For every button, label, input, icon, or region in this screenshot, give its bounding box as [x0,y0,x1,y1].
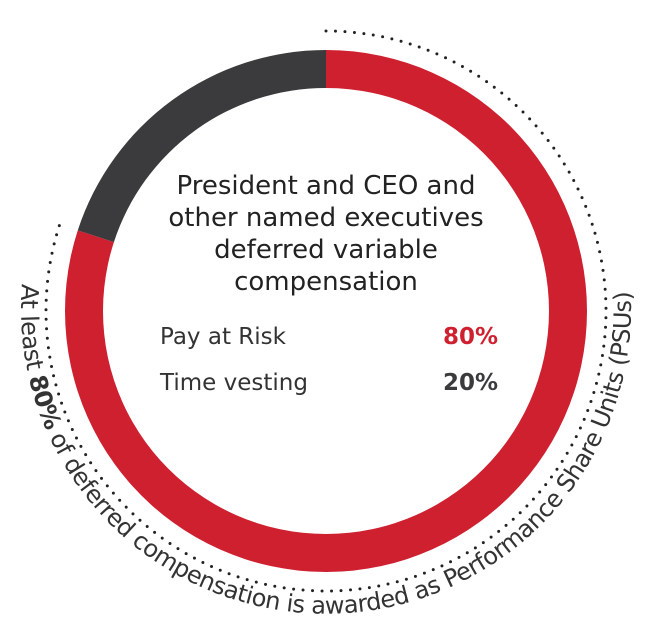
dotted-arc [44,29,608,593]
donut-segment [77,50,326,243]
value-label: 80% [442,324,498,350]
legend-label: Time vesting [160,370,308,396]
value-label: 20% [442,370,498,396]
legend-label: Pay at Risk [160,324,286,350]
legend-row: Time vesting 20% [160,370,498,396]
annotation-part: At least [15,284,49,373]
chart-title: President and CEO and other named execut… [168,171,484,297]
legend-row: Pay at Risk 80% [160,324,498,350]
